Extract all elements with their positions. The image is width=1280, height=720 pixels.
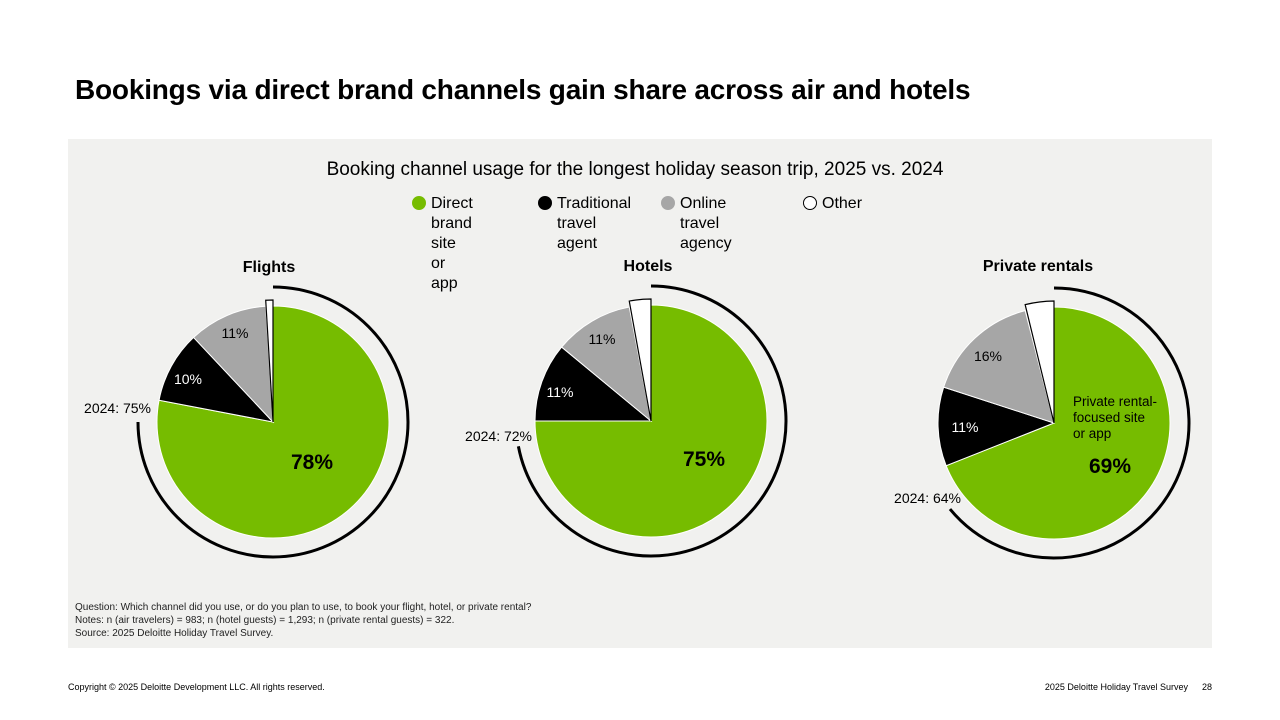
page-headline: Bookings via direct brand channels gain …: [75, 74, 971, 105]
prior-year-arc-1: [136, 285, 410, 559]
pie-slice-2-3: [628, 298, 652, 422]
note-question: Question: Which channel did you use, or …: [75, 602, 532, 613]
prior-year-label-1: 2024: 75%: [84, 400, 151, 416]
pie-slice-2-2: [560, 306, 652, 423]
slice-label-1-1: 10%: [174, 371, 202, 387]
prior-year-arc-2: [516, 284, 788, 558]
pie-slice-3-1: [937, 386, 1056, 467]
pie-chart-2: Hotels 2024: 72% 75% 11% 11%: [465, 258, 788, 558]
slice-label-2-3: 16%: [974, 348, 1002, 364]
slice-label-1-3: 11%: [952, 419, 979, 435]
legend-label-travel-agent: Traditional travel agent: [557, 195, 632, 252]
slice-label-direct-3: 69%: [1089, 455, 1131, 478]
chart-panel: Booking channel usage for the longest ho…: [68, 139, 1212, 648]
pie-slice-1-3: [265, 299, 274, 423]
slice-label-direct-1: 78%: [291, 451, 333, 474]
pie-chart-1: Flights 2024: 75% 78% 10% 11%: [84, 259, 410, 559]
pie-charts: Flights 2024: 75% 78% 10% 11% Hotels 2024: 72%…: [84, 258, 1191, 560]
legend-label-direct: Direct brand site or app: [431, 195, 473, 292]
pie-title-3: Private rentals: [983, 258, 1093, 275]
prior-year-label-2: 2024: 72%: [465, 428, 532, 444]
note-source: Source: 2025 Deloitte Holiday Travel Sur…: [75, 628, 274, 639]
pie-slice-3-0: [945, 306, 1171, 540]
chart-title: Booking channel usage for the longest ho…: [326, 159, 944, 180]
pie-title-1: Flights: [243, 259, 296, 276]
footer-page-number: 28: [1201, 682, 1212, 692]
footer-report-name: 2025 Deloitte Holiday Travel Survey: [1044, 682, 1188, 692]
pie-slice-3-2: [943, 310, 1055, 424]
slice-annotation-line-1: focused site: [1073, 410, 1145, 425]
pie-slice-3-3: [1024, 300, 1055, 424]
pie-slice-2-0: [534, 304, 768, 538]
pie-slice-1-1: [158, 336, 275, 423]
slice-annotation-line-2: or app: [1073, 426, 1111, 441]
footer-right: 2025 Deloitte Holiday Travel Survey 28: [1045, 682, 1212, 692]
slice-label-1-2: 11%: [547, 384, 574, 400]
legend-swatch-travel-agent: [538, 196, 552, 210]
legend-swatch-other: [803, 196, 817, 210]
pie-slice-2-1: [534, 346, 653, 422]
pie-title-2: Hotels: [624, 258, 673, 275]
slice-label-2-1: 11%: [222, 325, 249, 341]
prior-year-arc-3: [948, 286, 1191, 560]
pie-chart-3: Private rentals 2024: 64% 69% 11% 16% Private…: [894, 258, 1191, 560]
legend-swatch-direct: [412, 196, 426, 210]
prior-year-label-3: 2024: 64%: [894, 490, 961, 506]
legend-swatch-ota: [661, 196, 675, 210]
pie-slice-1-2: [192, 305, 274, 424]
chart-notes: Question: Which channel did you use, or …: [75, 601, 531, 640]
legend-label-ota: Online travel agency: [680, 195, 732, 252]
slice-annotation-line-0: Private rental-: [1073, 394, 1157, 409]
footer-copyright: Copyright © 2025 Deloitte Development LL…: [68, 682, 325, 692]
note-sample: Notes: n (air travelers) = 983; n (hotel…: [75, 615, 455, 626]
slice-label-2-2: 11%: [589, 331, 616, 347]
legend-label-other: Other: [822, 195, 863, 212]
slice-label-direct-2: 75%: [683, 448, 725, 471]
